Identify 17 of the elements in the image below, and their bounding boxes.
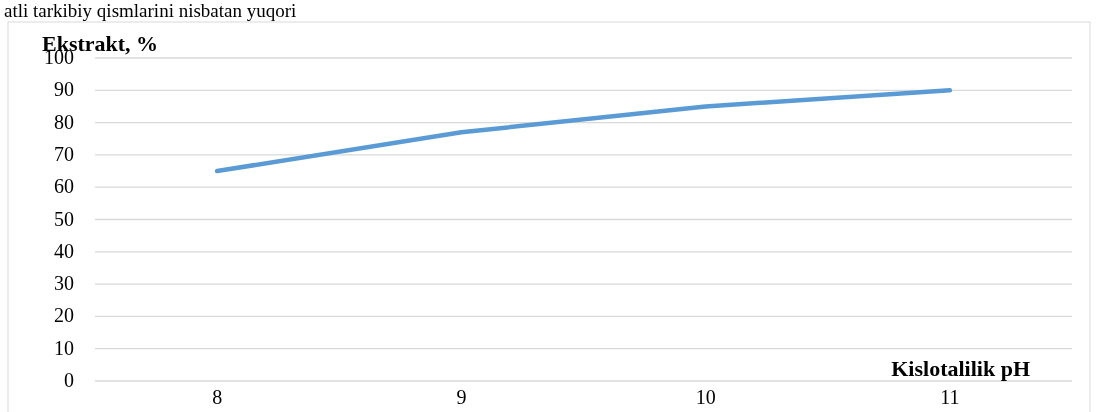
- y-tick-label: 20: [54, 304, 74, 327]
- line-series: [214, 88, 953, 174]
- x-tick-label: 8: [212, 386, 223, 408]
- x-tick-label: 9: [456, 386, 467, 408]
- y-tick-label: 50: [54, 207, 74, 230]
- text: atli tarkibiy qismlarini nisbatan yuqori: [4, 0, 297, 21]
- y-tick-label: 70: [54, 142, 74, 165]
- x-axis-title: Kislotalilik pH: [891, 356, 1030, 381]
- y-tick-label: 10: [54, 336, 74, 359]
- x-tick-label: 10: [695, 386, 716, 408]
- y-tick-label: 80: [54, 110, 74, 133]
- x-tick-label: 11: [940, 386, 960, 408]
- y-tick-label: 30: [54, 272, 74, 295]
- y-tick-label: 0: [64, 369, 74, 391]
- y-tick-label: 40: [54, 239, 74, 262]
- y-tick-label: 60: [54, 175, 74, 198]
- y-tick-label: 90: [54, 78, 74, 101]
